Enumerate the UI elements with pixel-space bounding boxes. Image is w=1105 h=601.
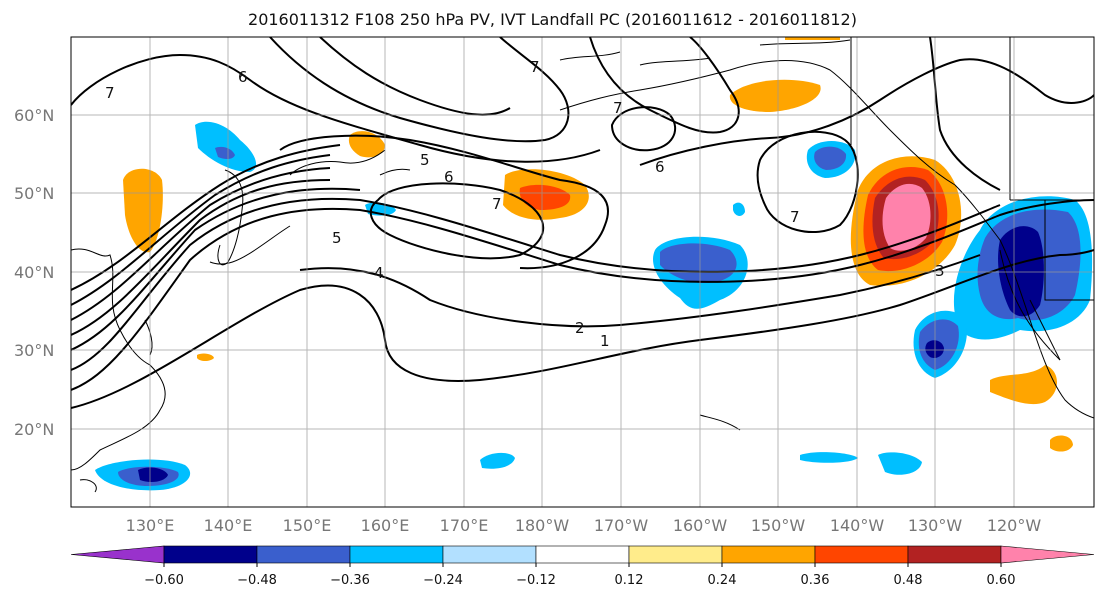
colorbar-segment	[70, 545, 165, 564]
colorbar-segment	[1000, 545, 1095, 564]
gridlines	[71, 37, 1094, 507]
contour-label: 7	[105, 84, 115, 102]
colorbar-tick-label: −0.60	[144, 573, 184, 588]
lon-label: 140°E	[204, 516, 253, 535]
colorbar-segment	[628, 545, 723, 564]
colorbar-tick-label: −0.48	[237, 573, 277, 588]
lat-label: 50°N	[14, 184, 54, 203]
contour-label: 3	[935, 262, 945, 280]
lat-label: 30°N	[14, 341, 54, 360]
lon-label: 160°W	[673, 516, 728, 535]
colorbar-tick-label: 0.60	[987, 573, 1016, 588]
colorbar-tick-label: −0.36	[330, 573, 370, 588]
lon-label: 140°W	[830, 516, 885, 535]
colorbar	[70, 545, 1095, 564]
colorbar-tick-label: −0.12	[516, 573, 556, 588]
lon-label: 170°W	[594, 516, 649, 535]
colorbar-segment	[256, 545, 351, 564]
contour-label: 5	[420, 151, 430, 169]
colorbar-tick-label: 0.12	[615, 573, 644, 588]
longitude-labels: 130°E 140°E 150°E 160°E 170°E 180°W 170°…	[126, 516, 1042, 535]
colorbar-tick-labels: −0.60 −0.48 −0.36 −0.24 −0.12 0.12 0.24 0.36 0.4…	[144, 563, 1015, 588]
lon-label: 150°W	[751, 516, 806, 535]
colorbar-segment	[907, 545, 1002, 564]
contour-label: 7	[530, 58, 540, 76]
contour-labels: 7 6 7 5 6 6 7 5 4 7 7 3 2 1	[105, 58, 945, 350]
contour-label: 6	[238, 68, 248, 86]
lat-label: 40°N	[14, 263, 54, 282]
latitude-labels: 60°N 50°N 40°N 30°N 20°N	[14, 106, 54, 439]
map-border	[70, 36, 1095, 508]
lat-label: 20°N	[14, 420, 54, 439]
colorbar-segment	[721, 545, 816, 564]
lon-label: 130°W	[908, 516, 963, 535]
pv-contours	[71, 37, 1094, 409]
lat-label: 60°N	[14, 106, 54, 125]
contour-label: 1	[600, 332, 610, 350]
lon-label: 130°E	[126, 516, 175, 535]
contour-label: 6	[655, 158, 665, 176]
colorbar-segment	[349, 545, 444, 564]
lon-label: 170°E	[440, 516, 489, 535]
contour-label: 6	[444, 168, 454, 186]
contour-label: 7	[492, 195, 502, 213]
colorbar-segment	[535, 545, 630, 564]
contour-label: 7	[790, 208, 800, 226]
colorbar-tick-label: 0.36	[801, 573, 830, 588]
contour-label: 4	[374, 264, 384, 282]
shaded-anomalies	[95, 37, 1093, 491]
contour-label: 5	[332, 229, 342, 247]
colorbar-segment	[814, 545, 909, 564]
lon-label: 150°E	[283, 516, 332, 535]
colorbar-tick-label: −0.24	[423, 573, 463, 588]
contour-label: 2	[575, 319, 585, 337]
colorbar-segment	[442, 545, 537, 564]
lon-label: 180°W	[515, 516, 570, 535]
colorbar-tick-label: 0.24	[708, 573, 737, 588]
lon-label: 160°E	[361, 516, 410, 535]
colorbar-tick-label: 0.48	[894, 573, 923, 588]
map-title: 2016011312 F108 250 hPa PV, IVT Landfall…	[248, 10, 857, 29]
colorbar-segment	[163, 545, 258, 564]
lon-label: 120°W	[987, 516, 1042, 535]
contour-label: 7	[613, 99, 623, 117]
